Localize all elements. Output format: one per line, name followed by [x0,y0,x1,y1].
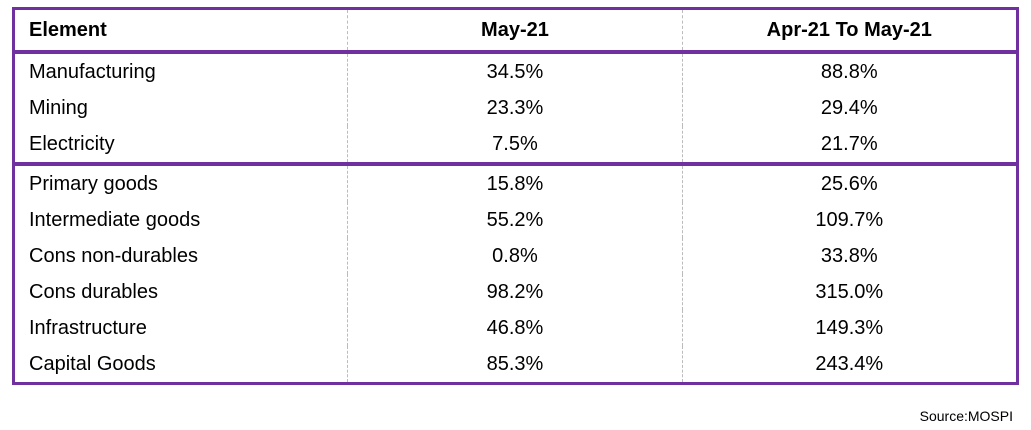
row-label: Infrastructure [29,316,147,339]
value-cell: 34.5% [347,52,683,90]
table-row: Mining 23.3% 29.4% [14,90,1018,126]
row-label: Capital Goods [29,352,156,375]
value-cell: 109.7% [681,202,1018,238]
table-header: Element May-21 Apr-21 To May-21 [13,8,1018,54]
table-row: Cons non-durables 0.8% 33.8% [14,238,1018,274]
value-cell: 85.3% [347,346,683,384]
value-cell: 25.6% [681,162,1018,202]
row-label: Cons durables [29,280,158,303]
table-row: Cons durables 98.2% 315.0% [14,274,1018,310]
header-cell: Apr-21 To May-21 [681,8,1018,54]
value-cell: 243.4% [681,346,1018,384]
data-table: Element May-21 Apr-21 To May-21 Manufactur… [12,7,1019,385]
table-row: Intermediate goods 55.2% 109.7% [14,202,1018,238]
source-note: Source:MOSPI [919,408,1013,424]
row-label: Intermediate goods [29,208,201,231]
value-cell: 88.8% [681,52,1018,90]
row-label: Primary goods [13,162,348,202]
table-row: Electricity 7.5% 21.7% [14,126,1018,164]
table-row: Infrastructure 46.8% 149.3% [14,310,1018,346]
value-cell: 15.8% [347,162,683,202]
table-body: Manufacturing 34.5% 88.8% Mining 23.3% 29.4% E… [13,52,1018,384]
value-cell: 315.0% [681,274,1018,310]
value-cell: 29.4% [681,90,1018,126]
table-row: Capital Goods 85.3% 243.4% [14,346,1018,384]
header-cell: May-21 [347,8,683,54]
header-cell: Element [13,8,348,54]
value-cell: 33.8% [681,238,1018,274]
value-cell: 149.3% [681,310,1018,346]
value-cell: 21.7% [681,126,1018,164]
value-cell: 55.2% [347,202,683,238]
value-cell: 46.8% [347,310,683,346]
header-row: Element May-21 Apr-21 To May-21 [13,8,1018,54]
row-label: Cons non-durables [29,244,198,267]
value-cell: 98.2% [347,274,683,310]
row-label: Mining [29,96,88,119]
value-cell: 7.5% [347,126,683,164]
table-row: Primary goods 15.8% 25.6% [13,162,1018,202]
row-label: Manufacturing [29,60,156,83]
table-row: Manufacturing 34.5% 88.8% [14,52,1018,90]
row-label: Electricity [29,132,115,155]
value-cell: 23.3% [347,90,683,126]
value-cell: 0.8% [347,238,683,274]
